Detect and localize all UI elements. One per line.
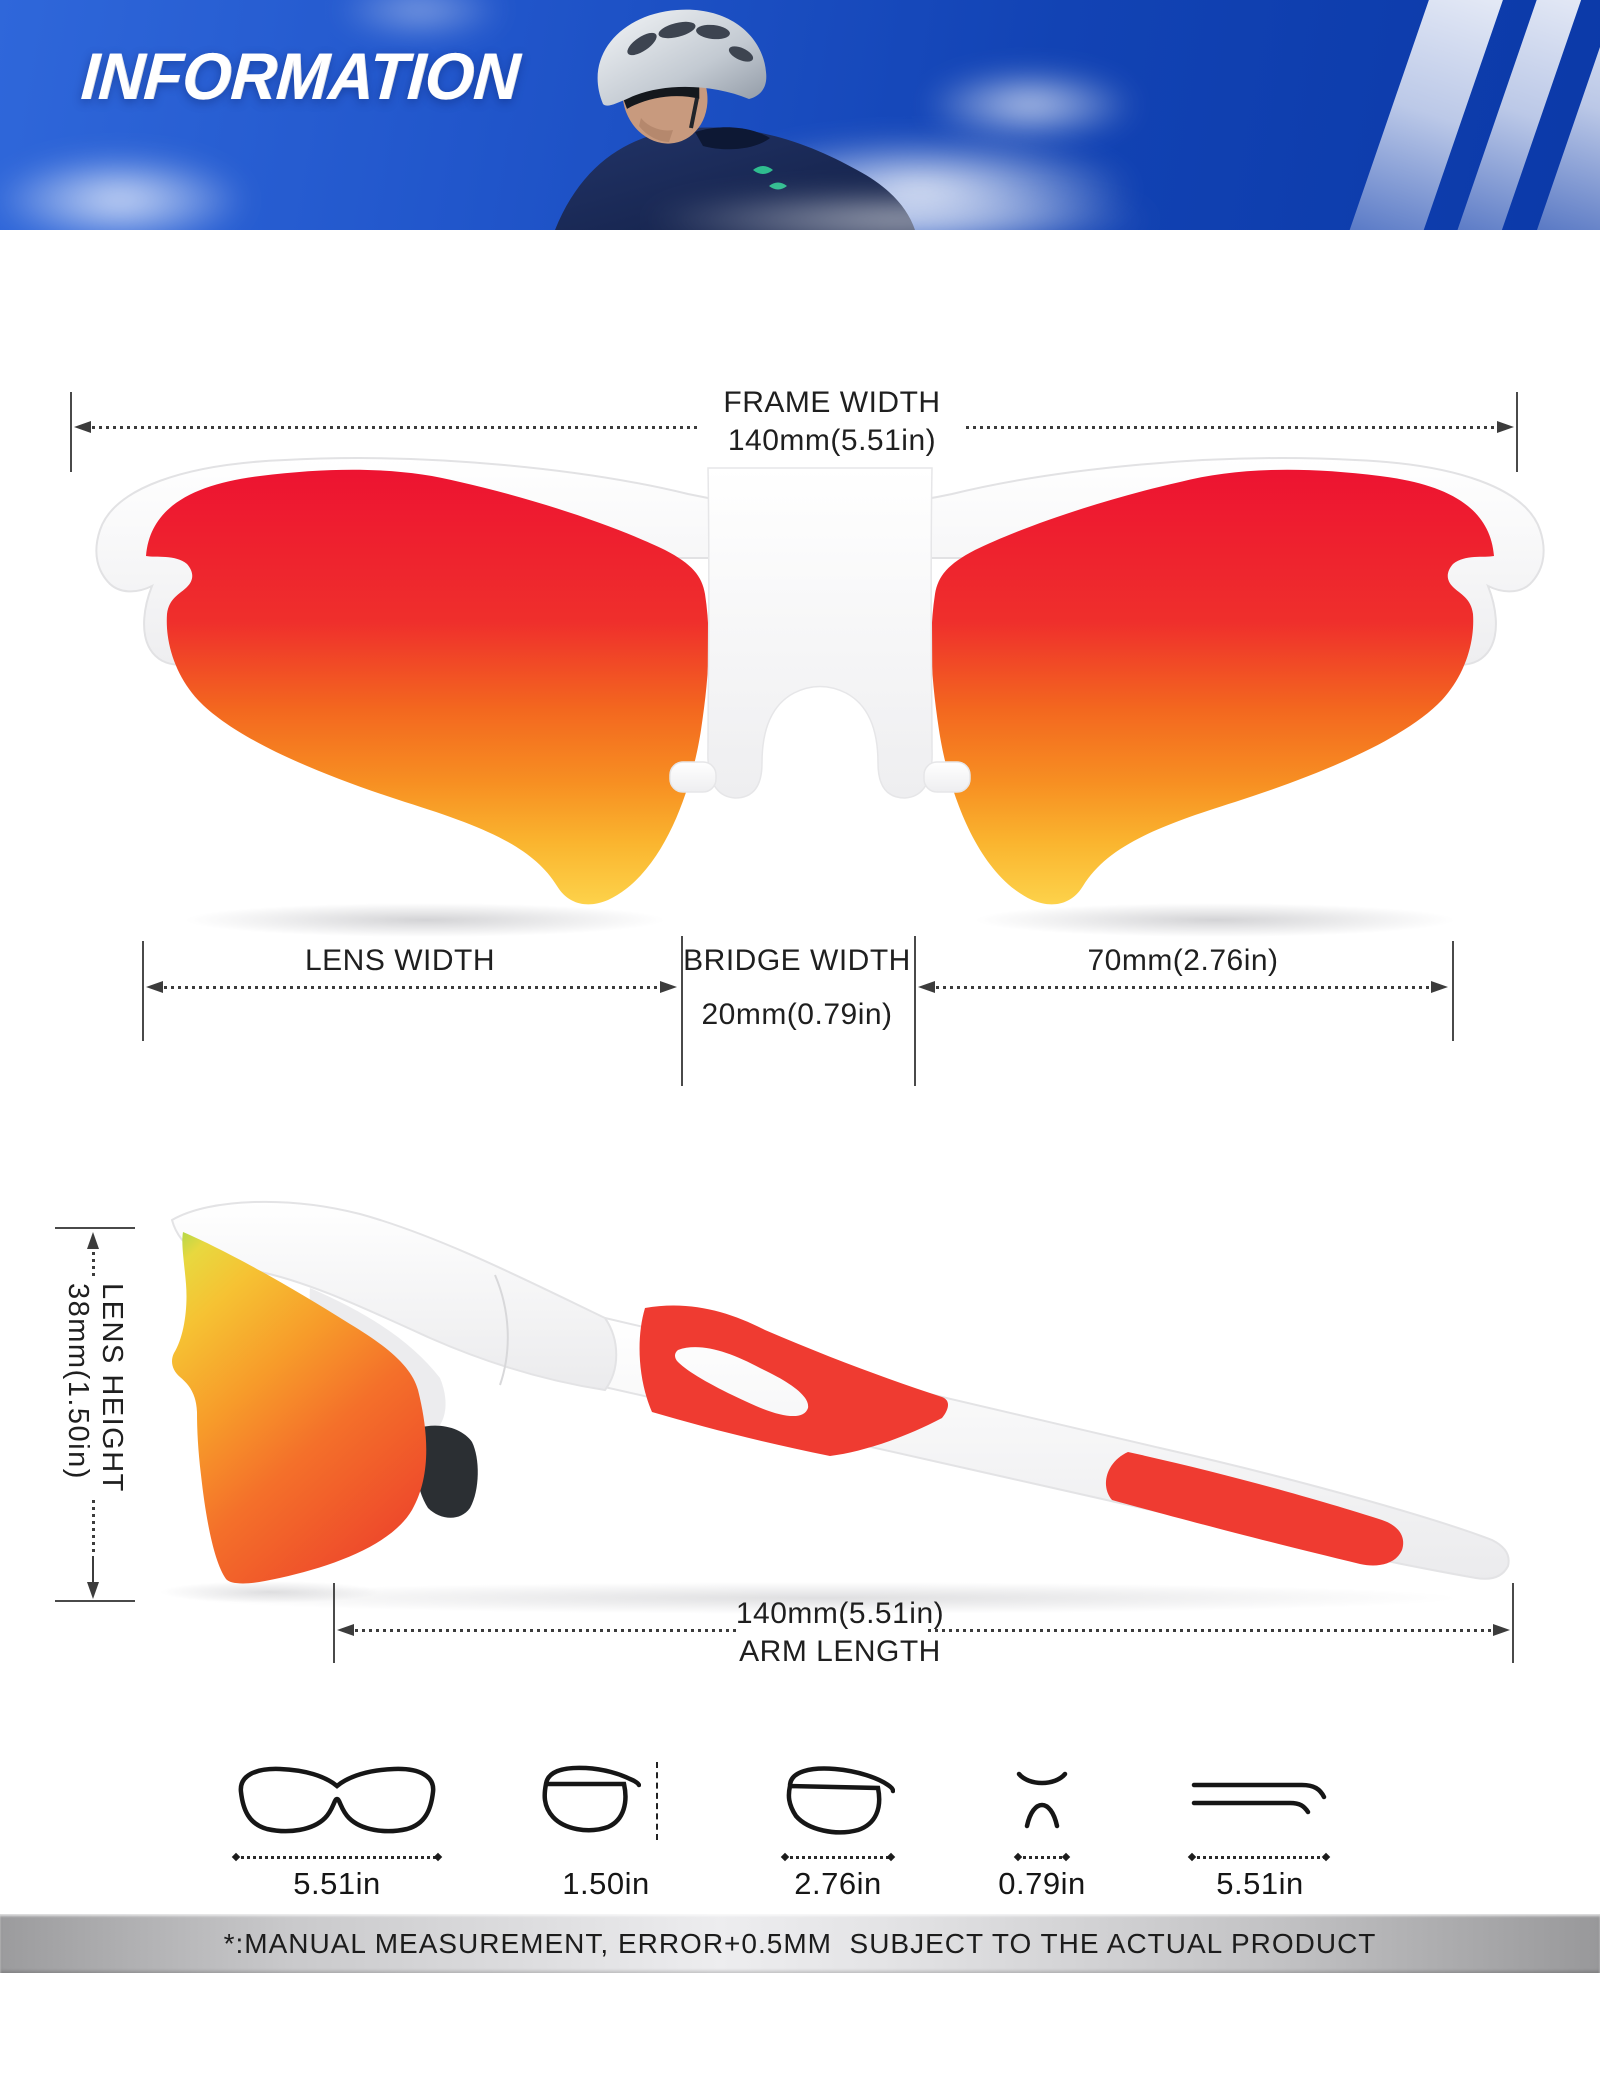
right-lens <box>931 469 1494 905</box>
front-shadow <box>975 903 1455 937</box>
dim-end-bar <box>1452 941 1454 1041</box>
side-shadow <box>180 1582 1460 1614</box>
spec-value: 5.51in <box>1216 1866 1304 1901</box>
lens-width-value: 70mm(2.76in) <box>1087 944 1279 977</box>
bridge-width-value: 20mm(0.79in) <box>701 998 893 1031</box>
arm-grip-red <box>1105 1452 1404 1566</box>
dim-end-bar <box>55 1600 135 1602</box>
right-lens-tab <box>923 761 971 793</box>
side-lens <box>172 1232 427 1584</box>
cloud <box>0 135 300 230</box>
lens-front-icon <box>786 1766 895 1835</box>
spec-value: 5.51in <box>293 1866 381 1901</box>
dim-end-bar <box>142 941 144 1041</box>
dim-end-bar <box>1516 392 1518 472</box>
arm-length-label: ARM LENGTH <box>739 1635 941 1668</box>
front-shadow <box>185 903 665 937</box>
dim-end-bar <box>1512 1583 1514 1663</box>
side-brow <box>170 1200 618 1392</box>
arrow-down-icon <box>87 1582 99 1599</box>
left-lens <box>146 469 709 905</box>
bridge-width-label: BRIDGE WIDTH <box>683 944 911 977</box>
mini-dimension-line <box>235 1856 439 1859</box>
dim-dotted-line <box>92 1252 95 1280</box>
lens-width-label: LENS WIDTH <box>304 944 496 977</box>
left-lens-tab <box>669 761 717 793</box>
cloud <box>300 0 540 50</box>
nose-bridge <box>707 467 933 799</box>
arrow-left-icon <box>918 981 935 993</box>
helmet-vent <box>728 46 754 62</box>
bridge-icon <box>1016 1771 1068 1829</box>
frame-width-value: 140mm(5.51in) <box>727 424 937 457</box>
side-shadow <box>160 1581 380 1603</box>
arrow-right-icon <box>1431 981 1448 993</box>
mini-dimension-line <box>784 1856 892 1859</box>
dim-dotted-line <box>92 1500 95 1556</box>
dim-dotted-line <box>164 986 660 989</box>
lens-side-icon <box>542 1765 641 1833</box>
nose-pad <box>414 1425 478 1518</box>
cloud <box>540 180 1260 230</box>
jersey-collar <box>695 127 770 150</box>
frame-front-icon <box>238 1766 436 1834</box>
arm-hinge-red <box>639 1305 948 1456</box>
sunglasses-side-view <box>160 1200 1510 1614</box>
frame-width-label: FRAME WIDTH <box>723 386 941 419</box>
dim-end-bar <box>333 1583 335 1663</box>
helmet-vent <box>658 21 696 39</box>
arrow-left-icon <box>337 1624 354 1636</box>
dim-dotted-line <box>966 426 1494 429</box>
dim-dotted-line <box>928 1629 1492 1632</box>
arrow-left-icon <box>146 981 163 993</box>
arrow-up-icon <box>87 1232 99 1249</box>
dim-end-bar <box>681 936 683 1086</box>
helmet-vent <box>627 32 657 56</box>
spec-value: 0.79in <box>998 1866 1086 1901</box>
footer-note: *:MANUAL MEASUREMENT, ERROR+0.5MM SUBJEC… <box>223 1928 1377 1959</box>
mini-dimension-line <box>1191 1856 1327 1859</box>
brow-seam <box>494 1274 509 1386</box>
temple-arms-icon <box>1191 1782 1327 1815</box>
arrow-right-icon <box>1497 421 1514 433</box>
dim-dotted-line <box>355 1629 740 1632</box>
sunglasses-front-view <box>95 457 1545 937</box>
arrow-right-icon <box>1493 1624 1510 1636</box>
cyclist-chin <box>639 118 673 142</box>
arrow-left-icon <box>74 421 91 433</box>
dim-end-bar <box>55 1227 135 1229</box>
mini-dimension-line <box>1017 1856 1067 1859</box>
dim-end-bar <box>70 392 72 472</box>
footer-bar: *:MANUAL MEASUREMENT, ERROR+0.5MM SUBJEC… <box>0 1914 1600 1973</box>
spec-value: 1.50in <box>562 1866 650 1901</box>
lens-height-dashed-line <box>656 1762 658 1840</box>
spec-value: 2.76in <box>794 1866 882 1901</box>
helmet-strap <box>689 97 699 129</box>
arm-length-value: 140mm(5.51in) <box>735 1597 945 1630</box>
dim-line <box>92 1556 94 1582</box>
dim-dotted-line <box>936 986 1430 989</box>
dim-end-bar <box>914 936 916 1086</box>
arrow-right-icon <box>660 981 677 993</box>
page-title: INFORMATION <box>79 39 522 113</box>
header-banner: INFORMATION <box>0 0 1600 230</box>
dim-dotted-line <box>92 426 698 429</box>
helmet-vent <box>696 24 730 40</box>
